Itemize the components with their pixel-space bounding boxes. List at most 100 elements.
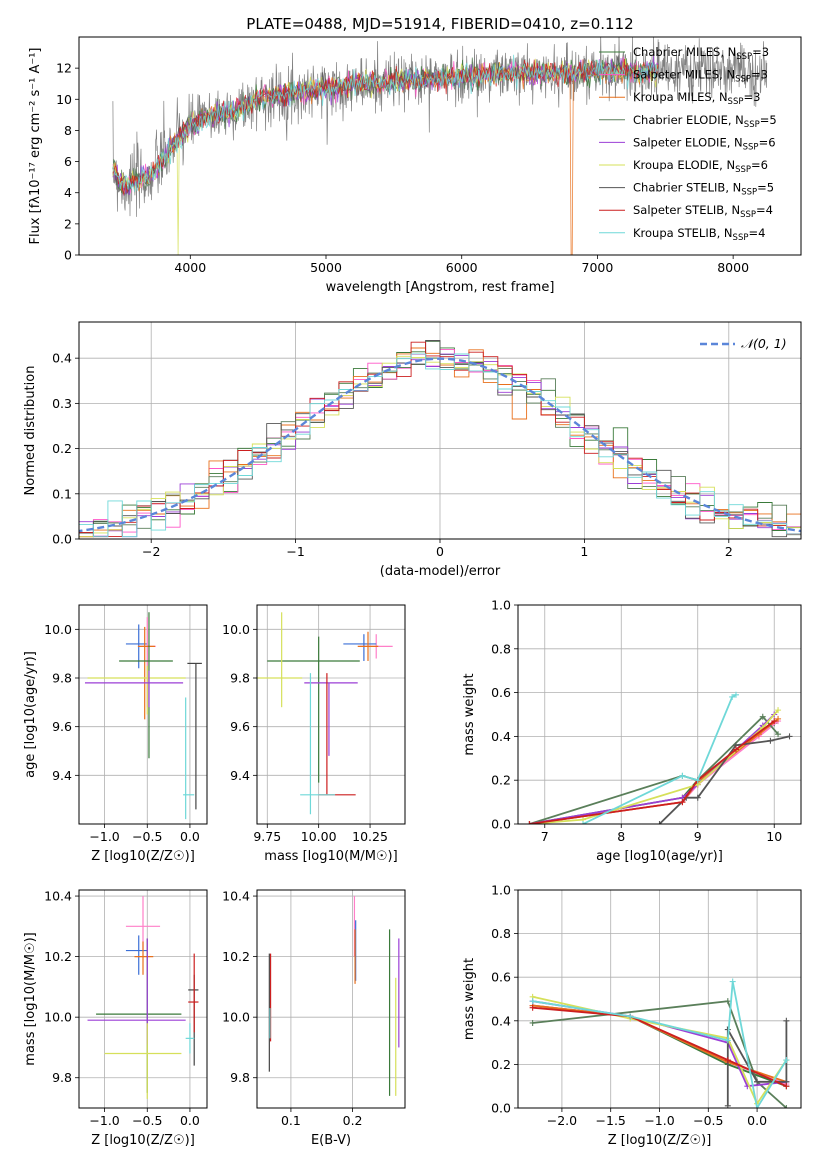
axes-frame xyxy=(78,36,802,256)
legend-label-rest: =3 xyxy=(743,90,760,104)
errorbar xyxy=(87,938,186,1045)
errorbar xyxy=(300,673,336,815)
y-axis-label: Normed distribution xyxy=(23,366,38,496)
weight-marker xyxy=(724,998,731,1005)
legend-label-main: Kroupa MILES, N xyxy=(633,90,728,104)
axes-frame xyxy=(256,889,406,1109)
errorbar xyxy=(318,673,356,796)
weight-marker xyxy=(783,1083,790,1090)
legend-label-rest: =3 xyxy=(751,68,768,82)
errorbar xyxy=(187,662,202,810)
x-tick-label: −0.5 xyxy=(693,1113,723,1128)
legend-label-sub: SSP xyxy=(728,97,744,107)
legend-label-rest: =3 xyxy=(752,45,769,59)
y-tick-label: 9.8 xyxy=(52,1070,72,1085)
errorbar xyxy=(343,634,377,661)
weight-marker xyxy=(724,1037,731,1044)
y-tick-label: 0.6 xyxy=(491,970,511,985)
y-tick-label: 0.2 xyxy=(491,773,511,788)
weight-marker xyxy=(775,715,782,722)
weight-line xyxy=(532,981,788,1108)
y-tick-label: 0.4 xyxy=(491,1013,511,1028)
y-tick-label: 0.6 xyxy=(491,685,511,700)
legend-label: Salpeter STELIB, NSSP=4 xyxy=(633,203,773,220)
plot-area xyxy=(257,612,393,815)
weight-marker xyxy=(754,1105,761,1108)
figure-title: PLATE=0488, MJD=51914, FIBERID=0410, z=0… xyxy=(246,15,633,33)
axes-frame xyxy=(517,604,802,825)
x-tick-label: 10.25 xyxy=(352,829,388,844)
y-tick-label: 0.8 xyxy=(491,926,511,941)
legend-label-sub: SSP xyxy=(743,142,759,152)
x-tick-label: −1.0 xyxy=(644,1113,674,1128)
x-tick-label: 1 xyxy=(580,544,588,559)
weight-line xyxy=(532,1004,787,1083)
x-tick-label: 5000 xyxy=(310,260,342,275)
weight-line xyxy=(529,715,779,824)
weight-marker xyxy=(783,1017,790,1024)
y-tick-label: 10.4 xyxy=(222,889,250,904)
x-tick-label: −2.0 xyxy=(547,1113,577,1128)
x-tick-label: 8000 xyxy=(717,260,749,275)
x-tick-label: −1.0 xyxy=(89,1113,119,1128)
weight-marker xyxy=(775,731,782,738)
legend-label-sub: SSP xyxy=(733,233,749,243)
plot-area xyxy=(268,896,400,1096)
y-tick-label: 10.0 xyxy=(222,1010,250,1025)
errorbar xyxy=(104,1023,182,1099)
weight-marker xyxy=(783,1105,790,1108)
legend-label-rest: =5 xyxy=(760,113,777,127)
y-tick-label: 10 xyxy=(56,92,72,107)
legend-label: 𝒩(0, 1) xyxy=(741,336,787,351)
y-tick-label: 2 xyxy=(64,216,72,231)
weight-marker xyxy=(529,998,536,1005)
y-tick-label: 0.4 xyxy=(52,351,72,366)
x-tick-label: 7000 xyxy=(582,260,614,275)
weight-marker xyxy=(729,978,736,985)
errorbar xyxy=(84,670,184,708)
legend-label-sub: SSP xyxy=(735,75,751,85)
errorbar xyxy=(119,612,173,759)
panel-massweight_vs_age: 7 8 9 10 0.0 0.2 0.4 0.6 0.8 1.0 age [log10(age/yr… xyxy=(462,598,802,864)
model-spectrum xyxy=(112,54,659,193)
axes-frame xyxy=(78,321,802,540)
errorbar xyxy=(125,935,148,975)
plot-area xyxy=(526,691,793,824)
weight-marker xyxy=(786,733,793,740)
y-tick-label: 12 xyxy=(56,61,72,76)
y-tick-label: 1.0 xyxy=(491,598,511,613)
axes-frame xyxy=(78,604,208,825)
gaussian-curve xyxy=(79,357,801,533)
plot-area xyxy=(87,896,199,1099)
y-tick-label: 0 xyxy=(64,248,72,263)
y-tick-label: 9.8 xyxy=(230,671,250,686)
residual-histogram xyxy=(79,353,801,538)
weight-line xyxy=(529,718,779,824)
weight-line xyxy=(529,713,775,824)
x-tick-label: −2 xyxy=(142,544,160,559)
panel-age_vs_Z: −1.0 −0.5 0.0 9.4 9.6 9.8 10.0 Z [log10(Z/Z☉)] a… xyxy=(23,604,208,864)
y-tick-label: 9.4 xyxy=(230,768,250,783)
x-tick-label: 0.0 xyxy=(180,1113,200,1128)
y-tick-label: 10.2 xyxy=(44,949,72,964)
weight-line xyxy=(532,1000,787,1108)
legend-label-rest: =4 xyxy=(756,203,773,217)
axes-frame xyxy=(517,889,802,1109)
y-tick-label: 0.3 xyxy=(52,396,72,411)
x-tick-label: −1.0 xyxy=(89,829,119,844)
legend-label-main: Chabrier ELODIE, N xyxy=(633,113,744,127)
legend-label: Chabrier ELODIE, NSSP=5 xyxy=(633,113,777,130)
y-tick-label: 10.0 xyxy=(222,622,250,637)
y-tick-label: 9.8 xyxy=(230,1070,250,1085)
legend-label-main: Salpeter STELIB, N xyxy=(633,203,740,217)
y-axis-label: mass weight xyxy=(462,673,477,755)
weight-marker xyxy=(656,821,663,824)
x-tick-label: −0.5 xyxy=(132,1113,162,1128)
weight-marker xyxy=(627,1013,634,1020)
x-tick-label: 0.1 xyxy=(281,1113,301,1128)
x-tick-label: 8 xyxy=(617,829,625,844)
panel-mass_vs_Z: −1.0 −0.5 0.0 9.8 10.0 10.2 10.4 Z [log10(Z/Z☉)… xyxy=(23,889,208,1148)
legend-label-main: Kroupa ELODIE, N xyxy=(633,158,735,172)
weight-marker xyxy=(724,1057,731,1064)
legend-label-main: Chabrier STELIB, N xyxy=(633,181,741,195)
